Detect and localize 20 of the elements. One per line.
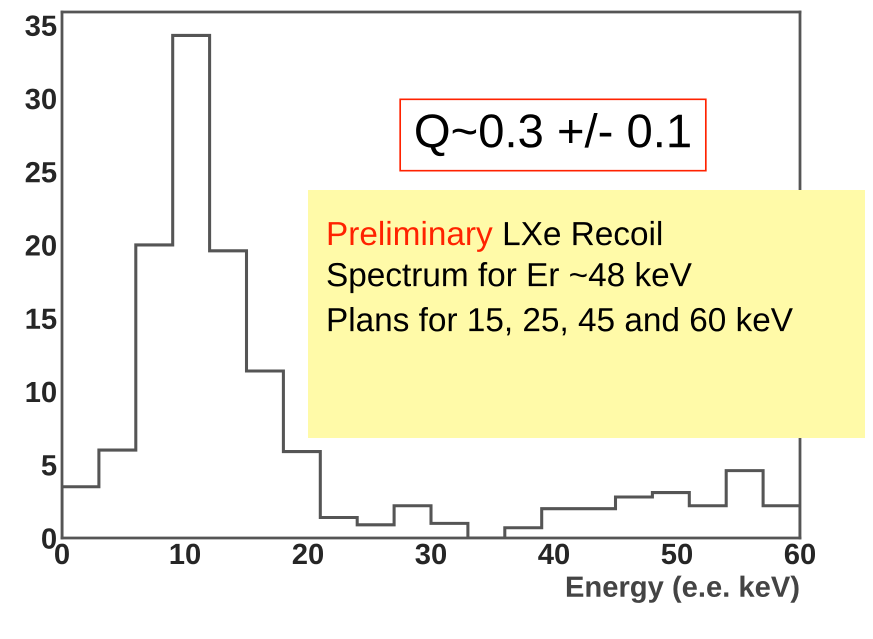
y-tick-label: 25 xyxy=(26,162,56,183)
x-tick-label: 10 xyxy=(170,544,200,564)
x-tick-label: 60 xyxy=(784,544,816,564)
x-axis-title: Energy (e.e. keV) xyxy=(566,576,799,603)
annotation: LXe Recoil xyxy=(504,220,662,246)
annotation: Preliminary xyxy=(328,220,493,252)
y-tick-label: 15 xyxy=(26,308,56,330)
y-tick-label: 0 xyxy=(42,528,56,549)
x-tick-label: 30 xyxy=(415,544,446,564)
x-tick-label: 20 xyxy=(292,544,324,564)
y-tick-label: 30 xyxy=(25,88,56,110)
annotation: Plans for 15, 25, 45 and 60 keV xyxy=(328,307,793,336)
annotation: Spectrum for Er ~48 keV xyxy=(328,262,692,294)
annotation: Q~0.3 +/- 0.1 xyxy=(416,112,690,156)
y-tick-label: 20 xyxy=(26,235,56,256)
x-tick-label: 50 xyxy=(662,544,692,564)
x-tick-label: 40 xyxy=(538,544,570,564)
y-tick-label: 10 xyxy=(26,382,56,402)
y-tick-label: 5 xyxy=(42,455,56,476)
y-tick-label: 35 xyxy=(25,15,56,36)
